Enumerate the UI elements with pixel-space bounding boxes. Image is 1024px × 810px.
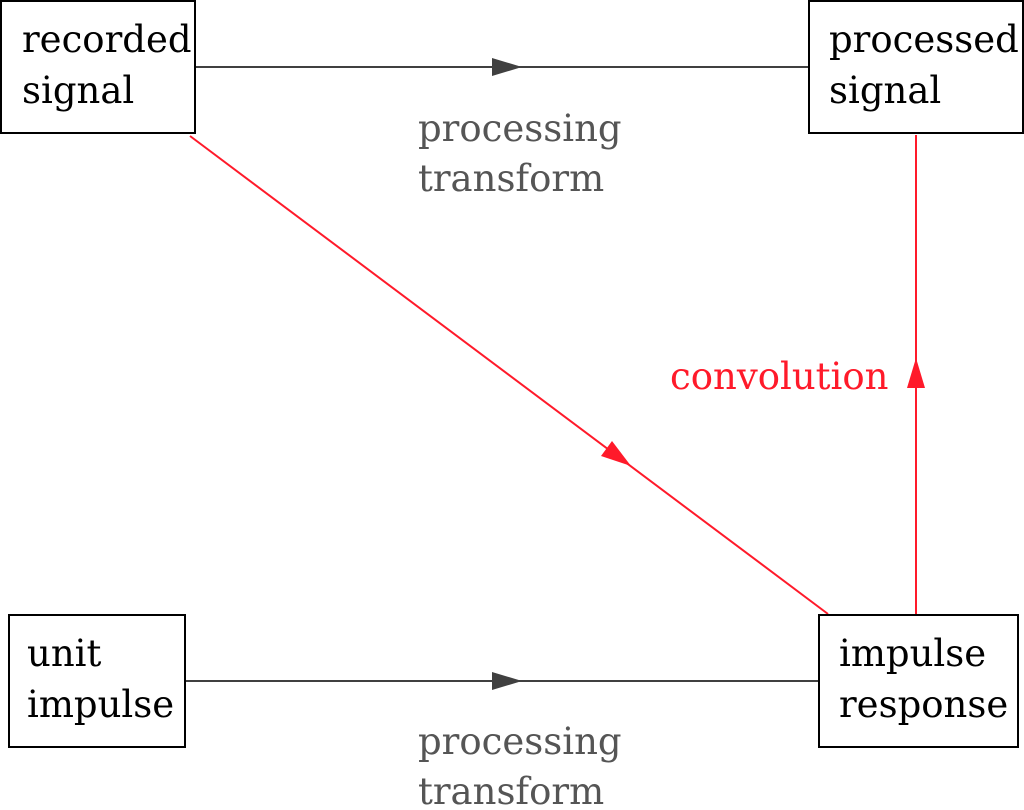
edge-unit-to-response xyxy=(186,672,818,690)
edge-line xyxy=(189,135,829,615)
node-label: recorded signal xyxy=(22,18,203,112)
edge-label-line: transform xyxy=(418,770,604,810)
arrowhead-up-icon xyxy=(907,358,925,388)
node-label-line: signal xyxy=(829,69,941,112)
edge-label-bottom: processing transform xyxy=(418,720,633,810)
node-label-line: unit xyxy=(27,632,101,675)
node-recorded-signal: recorded signal xyxy=(0,0,203,134)
node-label: unit impulse xyxy=(27,632,174,726)
node-label-line: recorded xyxy=(22,18,192,61)
edge-label-convolution: convolution xyxy=(670,355,888,398)
edge-label-line: processing xyxy=(418,107,622,150)
node-label: impulse response xyxy=(839,632,1008,726)
arrowhead-right-icon xyxy=(492,672,522,690)
edge-response-to-processed xyxy=(907,135,925,614)
node-box xyxy=(818,614,1019,748)
node-box xyxy=(8,614,186,748)
node-label-line: response xyxy=(839,683,1008,726)
node-box xyxy=(808,0,1024,134)
edge-label-line: transform xyxy=(418,157,604,200)
arrowhead-diagonal-icon xyxy=(601,441,631,466)
node-label-line: impulse xyxy=(839,632,986,675)
node-label-line: processed xyxy=(829,18,1019,61)
node-label: processed signal xyxy=(829,18,1024,112)
edge-recorded-to-processed xyxy=(196,58,808,76)
node-label-line: impulse xyxy=(27,683,174,726)
node-unit-impulse: unit impulse xyxy=(8,614,186,748)
node-impulse-response: impulse response xyxy=(818,614,1019,748)
edge-label-line: processing xyxy=(418,720,622,763)
node-label-line: signal xyxy=(22,69,134,112)
node-box xyxy=(0,0,196,134)
edge-label-top: processing transform xyxy=(418,107,633,200)
arrowhead-right-icon xyxy=(492,58,522,76)
edge-recorded-to-response xyxy=(189,135,829,615)
node-processed-signal: processed signal xyxy=(808,0,1024,134)
